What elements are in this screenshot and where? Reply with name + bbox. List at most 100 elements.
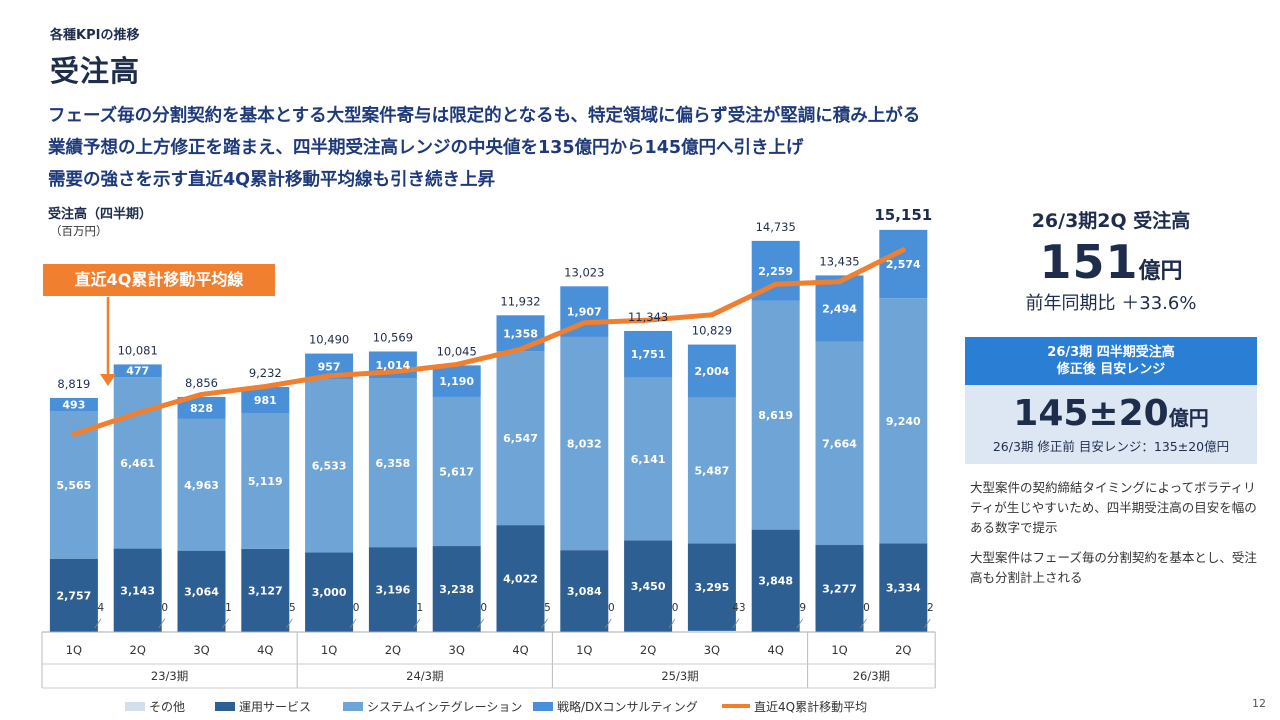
data-label: 6,358 — [376, 457, 411, 470]
legend-label: システムインテグレーション — [367, 700, 522, 714]
category-label: 2Q — [640, 643, 656, 657]
other-label: 0 — [672, 602, 679, 614]
data-label: 1,014 — [376, 359, 411, 372]
bar-segment — [624, 377, 673, 541]
data-label: 3,084 — [567, 585, 602, 598]
total-label: 8,856 — [185, 376, 218, 390]
bar-segment — [560, 550, 609, 632]
category-label: 3Q — [704, 643, 720, 657]
kpi-unit: 億円 — [1138, 259, 1183, 284]
period-label: 26/3期 — [853, 669, 890, 683]
chart-title: 受注高（四半期） — [48, 206, 152, 222]
bar-segment — [241, 548, 290, 632]
other-label: 4 — [98, 602, 105, 614]
legend-label: その他 — [149, 700, 185, 714]
other-leader — [541, 618, 548, 629]
data-label: 4,963 — [184, 479, 219, 492]
total-label: 10,045 — [437, 344, 477, 358]
total-label: 11,343 — [628, 310, 668, 324]
category-label: 4Q — [257, 643, 273, 657]
data-label: 957 — [318, 360, 341, 373]
data-label: 2,757 — [57, 589, 92, 602]
bar-segment — [687, 344, 736, 398]
bar-segment — [751, 529, 800, 632]
data-label: 9,240 — [886, 415, 921, 428]
moving-average-callout: 直近4Q累計移動平均線 — [43, 264, 275, 296]
total-label: 10,829 — [692, 324, 732, 338]
legend-swatch — [343, 702, 363, 711]
bar-segment — [113, 548, 162, 632]
bar-segment — [113, 364, 162, 378]
range-body: 145±20億円 26/3期 修正前 目安レンジ：135±20億円 — [965, 385, 1257, 464]
other-leader — [477, 618, 485, 629]
note-2: 大型案件はフェーズ毎の分割契約を基本とし、受注高も分割計上される — [970, 550, 1257, 585]
headline-2: 業績予想の上方修正を踏まえ、四半期受注高レンジの中央値を135億円から145億円… — [48, 138, 804, 158]
category-label: 2Q — [895, 643, 911, 657]
kpi-value: 151億円 — [965, 235, 1257, 289]
data-label: 2,494 — [822, 302, 857, 315]
headline-3: 需要の強さを示す直近4Q累計移動平均線も引き続き上昇 — [48, 170, 496, 190]
data-label: 1,751 — [631, 348, 666, 361]
legend-label: 戦略/DXコンサルティング — [557, 699, 698, 714]
other-label: 2 — [927, 602, 934, 614]
total-label: 14,735 — [756, 220, 796, 234]
data-label: 3,334 — [886, 582, 921, 595]
total-label: 10,490 — [309, 333, 349, 347]
bar-segment — [113, 377, 162, 549]
bar-segment — [751, 300, 800, 530]
category-label: 4Q — [512, 643, 528, 657]
bar-segment — [177, 550, 226, 632]
bar-segment — [879, 229, 928, 299]
other-leader — [94, 618, 102, 629]
section-label: 各種KPIの推移 — [50, 28, 140, 43]
data-label: 3,000 — [312, 586, 347, 599]
bar-segment — [560, 336, 609, 551]
bar-segment — [815, 275, 864, 342]
other-label: 1 — [417, 602, 424, 614]
data-label: 828 — [190, 402, 213, 415]
data-label: 6,547 — [503, 432, 538, 445]
kpi-panel: 26/3期2Q 受注高 151億円 前年同期比 ＋33.6% 26/3期 四半期… — [965, 200, 1257, 588]
bar-segment — [624, 330, 673, 378]
total-label: 10,081 — [118, 343, 158, 357]
moving-average-line — [71, 247, 906, 437]
data-label: 3,295 — [695, 581, 730, 594]
other-leader — [413, 618, 421, 629]
category-label: 1Q — [831, 643, 847, 657]
bar-segment — [241, 412, 290, 549]
other-leader — [604, 618, 612, 629]
other-leader — [158, 618, 166, 629]
total-label: 13,435 — [819, 254, 859, 268]
other-label: 1 — [225, 602, 232, 614]
bar-segment — [49, 558, 98, 632]
bar-segment — [496, 351, 545, 526]
bar-segment — [432, 365, 481, 397]
data-label: 6,141 — [631, 453, 666, 466]
headline-1: フェーズ毎の分割契約を基本とする大型案件寄与は限定的となるも、特定領域に偏らず受… — [48, 106, 921, 126]
category-label: 1Q — [321, 643, 337, 657]
total-label: 9,232 — [249, 366, 282, 380]
bar-segment — [368, 378, 417, 548]
data-label: 3,064 — [184, 585, 219, 598]
total-label: 11,932 — [500, 294, 540, 308]
category-label: 1Q — [66, 643, 82, 657]
data-label: 6,461 — [120, 457, 155, 470]
bar-segment — [177, 418, 226, 551]
data-label: 5,119 — [248, 475, 283, 488]
other-label: 43 — [732, 602, 745, 614]
data-label: 493 — [62, 398, 85, 411]
bar-segment — [624, 540, 673, 632]
page-number: 12 — [1252, 697, 1266, 710]
category-label: 2Q — [130, 643, 146, 657]
kpi-yoy: 前年同期比 ＋33.6% — [1025, 293, 1197, 314]
legend-swatch — [215, 702, 235, 711]
data-label: 3,196 — [376, 584, 411, 597]
bar-segment — [815, 341, 864, 546]
data-label: 7,664 — [822, 437, 857, 450]
total-label: 10,569 — [373, 330, 413, 344]
bar-segment — [815, 545, 864, 632]
data-label: 2,004 — [695, 365, 730, 378]
data-label: 3,238 — [439, 583, 474, 596]
total-label: 8,819 — [57, 377, 90, 391]
other-leader — [796, 618, 804, 629]
